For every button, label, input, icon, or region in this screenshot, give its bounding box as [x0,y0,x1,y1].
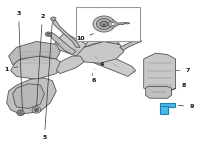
Polygon shape [48,33,76,55]
Polygon shape [160,106,168,114]
Text: 9: 9 [178,105,194,110]
Polygon shape [84,36,120,47]
Polygon shape [11,56,64,79]
Circle shape [109,21,117,27]
Bar [103,24,105,27]
Polygon shape [56,56,84,74]
Circle shape [32,107,41,113]
Text: 4: 4 [94,62,104,69]
Circle shape [45,32,51,36]
Text: 10: 10 [76,34,93,41]
Circle shape [96,19,112,30]
Polygon shape [115,22,130,25]
Circle shape [100,21,108,27]
Text: 3: 3 [16,11,22,110]
Circle shape [35,109,37,111]
Polygon shape [120,39,142,50]
Circle shape [111,22,115,26]
Polygon shape [52,33,136,76]
Polygon shape [7,78,56,114]
Text: 7: 7 [176,68,190,73]
Text: 1: 1 [4,67,18,72]
Polygon shape [160,103,175,107]
Polygon shape [52,20,80,47]
Text: 5: 5 [42,24,52,140]
Polygon shape [9,41,60,65]
Circle shape [51,17,56,21]
Text: 2: 2 [37,14,45,106]
Polygon shape [76,41,124,63]
Circle shape [19,112,22,114]
Polygon shape [13,84,44,108]
Polygon shape [146,87,172,98]
Circle shape [93,16,115,32]
Bar [76,6,140,41]
Text: 8: 8 [172,83,186,90]
Polygon shape [144,53,175,92]
Text: 6: 6 [92,74,96,83]
Circle shape [47,33,50,35]
Circle shape [34,108,39,112]
